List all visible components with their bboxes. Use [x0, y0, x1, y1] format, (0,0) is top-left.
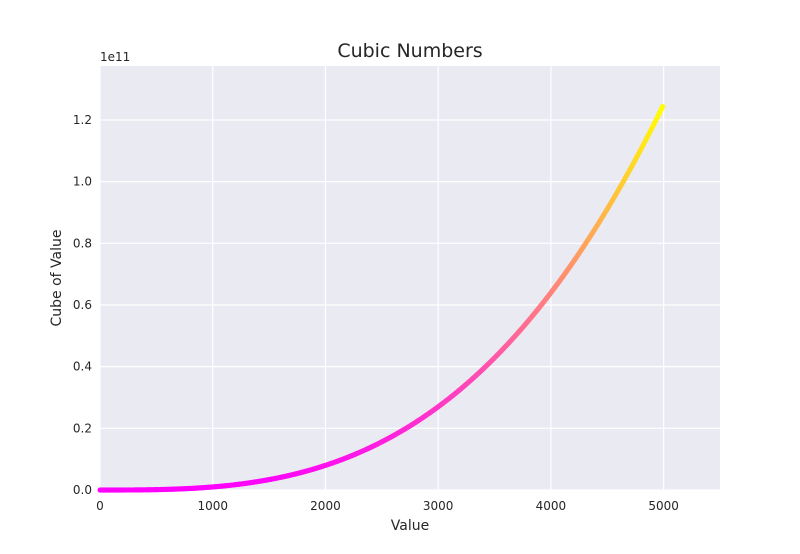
plot-background [100, 66, 720, 490]
tick-labels: 0 1000 2000 3000 4000 5000 0.0 0.2 0.4 0.6 0.8 1.0 1… [73, 113, 679, 513]
x-tick-label: 5000 [648, 499, 679, 513]
y-tick-label: 0.8 [73, 236, 92, 250]
y-tick-label: 0.0 [73, 483, 92, 497]
grid-lines [99, 66, 720, 491]
data-points [97, 104, 666, 493]
x-tick-label: 3000 [423, 499, 454, 513]
chart-title: Cubic Numbers [337, 40, 482, 62]
x-tick-label: 4000 [536, 499, 567, 513]
x-axis-label: Value [391, 518, 429, 534]
x-tick-label: 0 [96, 499, 104, 513]
y-tick-label: 0.6 [73, 298, 92, 312]
y-tick-label: 0.2 [73, 421, 92, 435]
y-tick-label: 1.0 [73, 175, 92, 189]
y-tick-label: 0.4 [73, 360, 92, 374]
data-point [660, 104, 666, 110]
y-axis-label: Cube of Value [49, 230, 65, 327]
y-axis-offset-label: 1e11 [100, 50, 130, 64]
x-tick-label: 2000 [310, 499, 341, 513]
x-tick-label: 1000 [197, 499, 228, 513]
y-tick-label: 1.2 [73, 113, 92, 127]
